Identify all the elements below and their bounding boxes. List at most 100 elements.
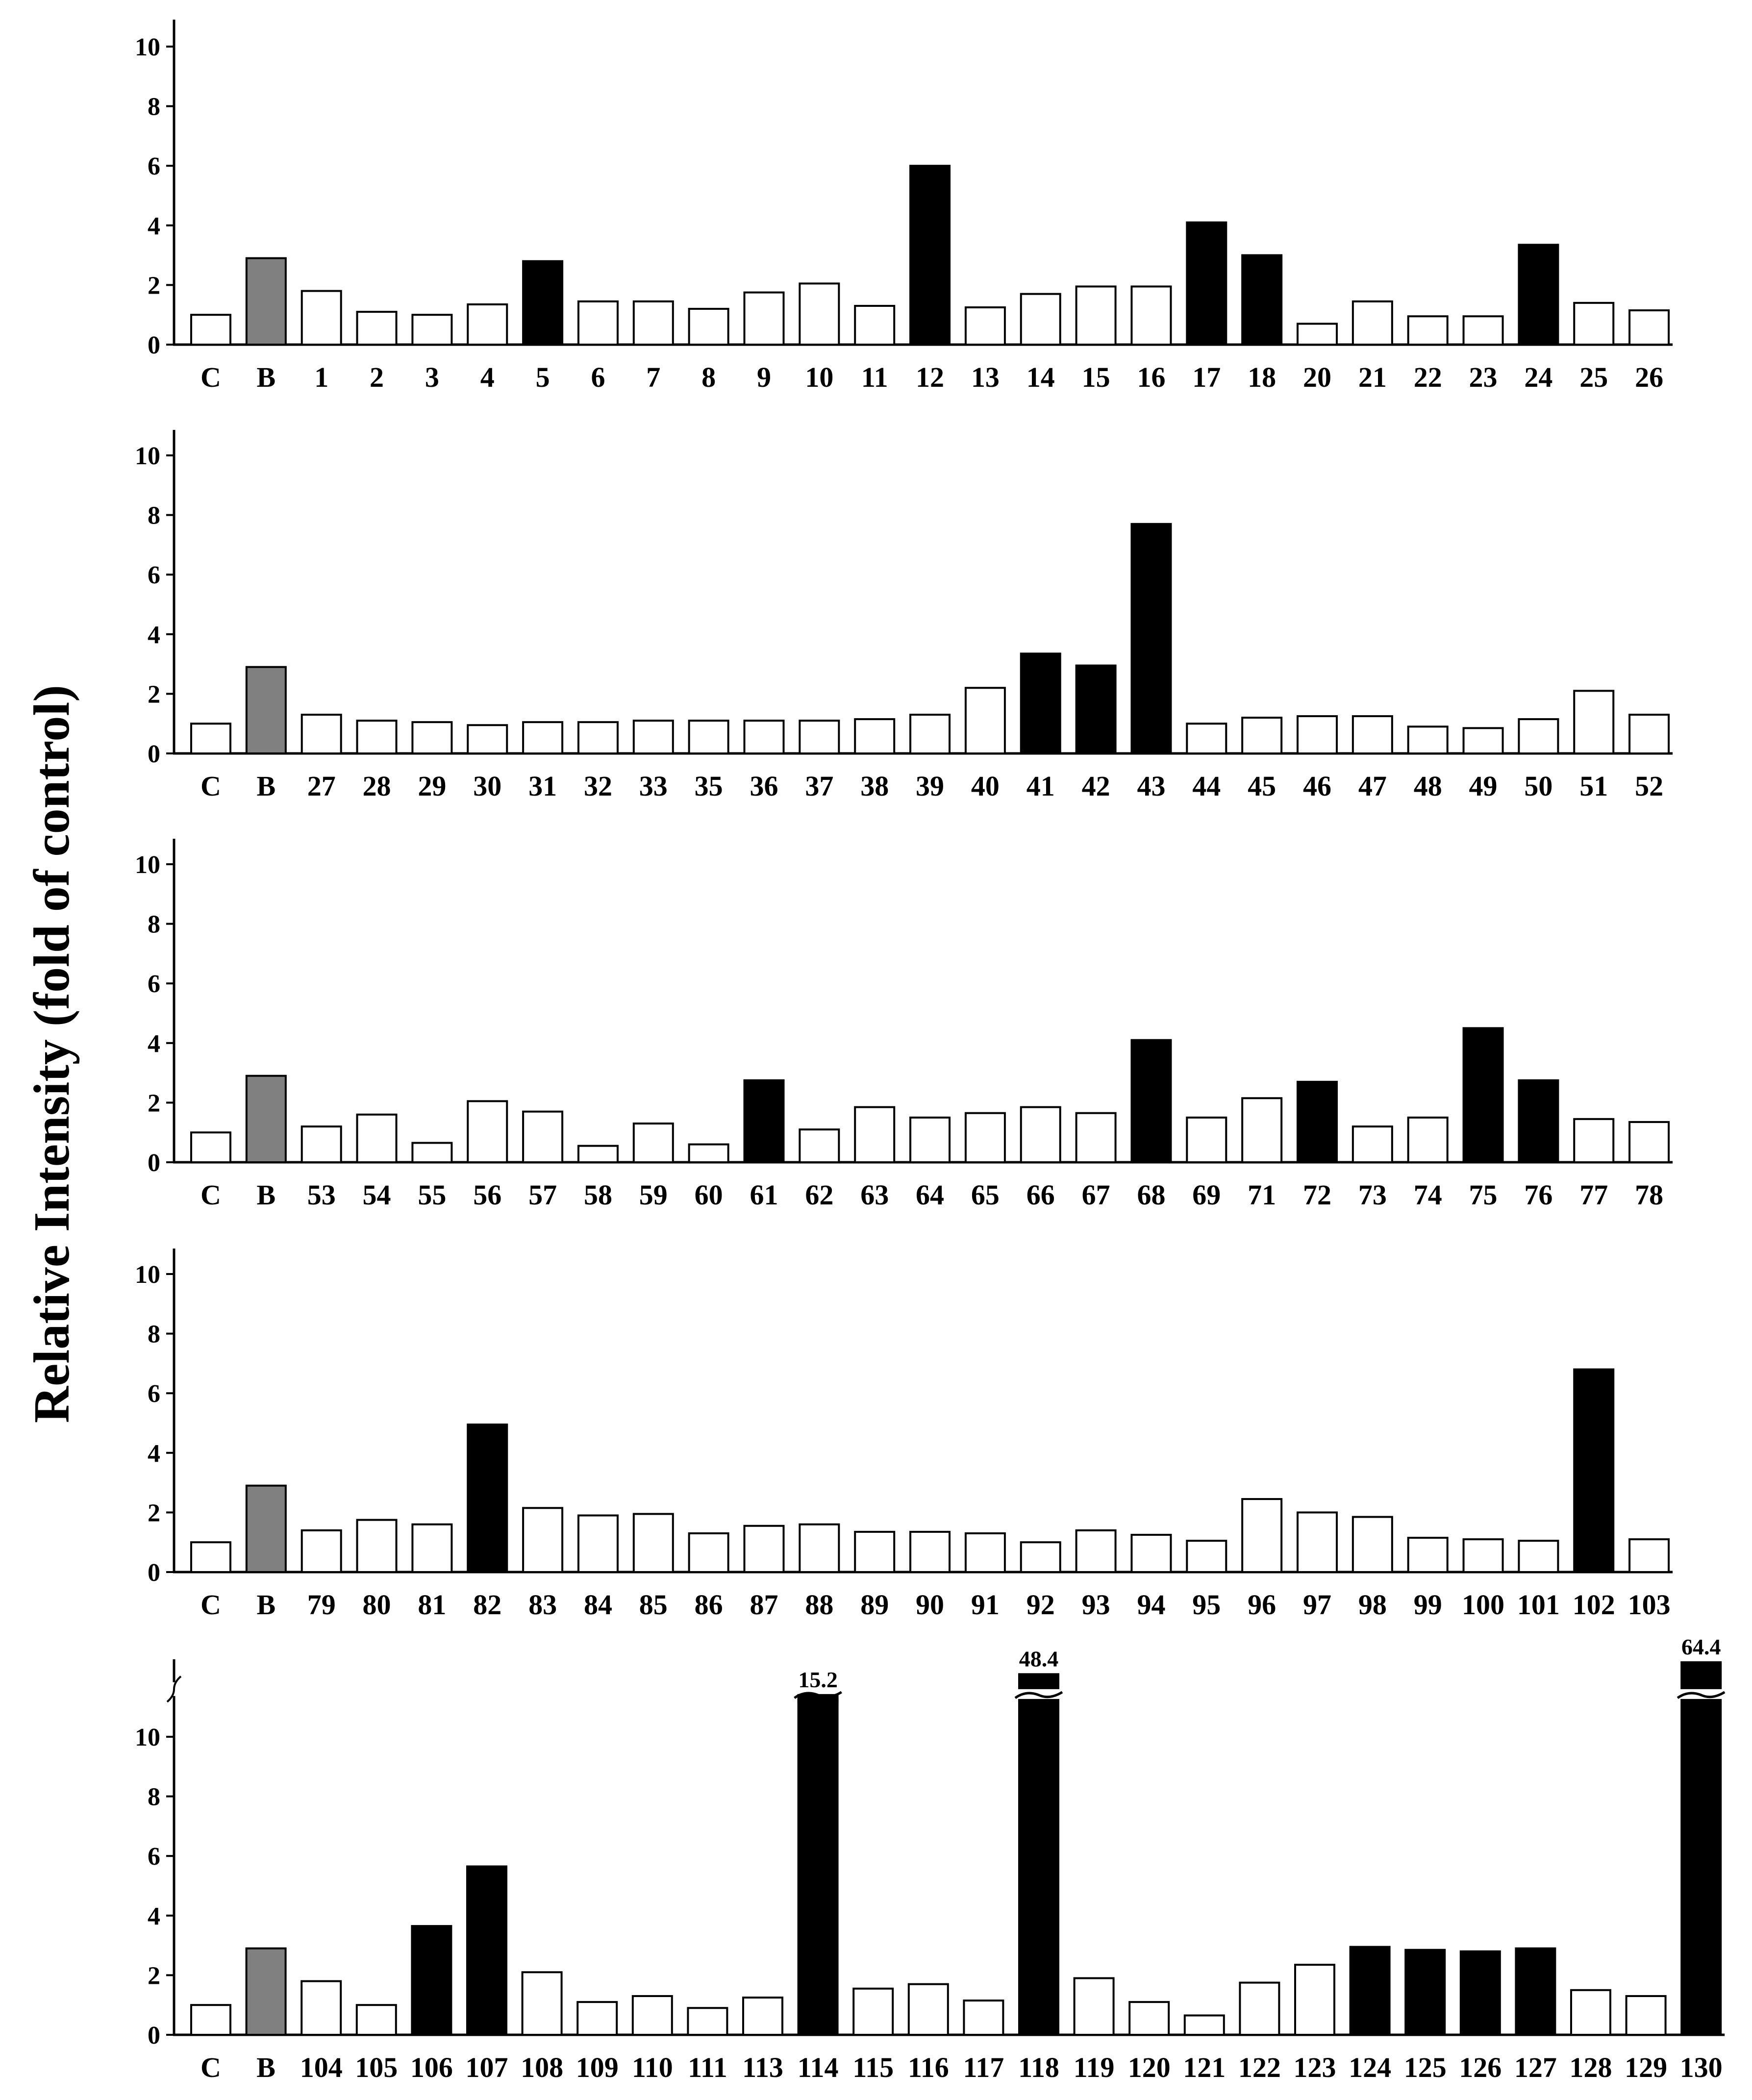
category-label: 33 <box>639 770 668 802</box>
category-label: 96 <box>1248 1589 1276 1621</box>
category-label: 18 <box>1248 361 1276 393</box>
category-label: 110 <box>632 2051 673 2083</box>
bar <box>411 1523 453 1573</box>
category-label: 73 <box>1358 1179 1387 1211</box>
bar <box>1573 1368 1615 1574</box>
y-tick-label: 2 <box>148 1499 160 1527</box>
bar <box>467 724 508 754</box>
category-label: 107 <box>466 2051 508 2083</box>
bar <box>1570 1989 1611 2036</box>
bar <box>1518 1079 1559 1164</box>
category-label: 90 <box>916 1589 944 1621</box>
category-label: 94 <box>1137 1589 1165 1621</box>
category-label: 59 <box>639 1179 668 1211</box>
category-label: 84 <box>584 1589 612 1621</box>
y-tick-label: 2 <box>148 680 160 708</box>
bar <box>1130 285 1172 346</box>
category-label: 119 <box>1074 2051 1115 2083</box>
bar <box>1186 1540 1227 1573</box>
y-tick-label: 0 <box>148 331 160 359</box>
bar <box>1297 1511 1338 1573</box>
bar <box>1462 315 1504 346</box>
category-label: 39 <box>916 770 944 802</box>
bar <box>1407 1116 1449 1164</box>
category-label: 58 <box>584 1179 612 1211</box>
category-label: 66 <box>1026 1179 1055 1211</box>
bar <box>1020 293 1061 346</box>
category-label: 83 <box>528 1589 557 1621</box>
bar <box>356 1519 398 1574</box>
category-label: 127 <box>1514 2051 1557 2083</box>
category-label: 72 <box>1303 1179 1331 1211</box>
category-label: 9 <box>757 361 771 393</box>
y-tick-label: 6 <box>148 1380 160 1408</box>
bar <box>1628 713 1670 754</box>
category-label: 128 <box>1570 2051 1612 2083</box>
bar <box>854 304 896 346</box>
bar <box>1075 1112 1117 1163</box>
bar <box>854 1530 896 1573</box>
category-label: 121 <box>1183 2051 1226 2083</box>
bar <box>799 720 840 754</box>
category-label: B <box>257 770 276 802</box>
bar <box>356 720 398 754</box>
category-label: 8 <box>701 361 716 393</box>
bar <box>1128 2001 1170 2036</box>
category-label: 124 <box>1349 2051 1391 2083</box>
category-label: 48 <box>1414 770 1442 802</box>
bar <box>632 1122 674 1163</box>
category-label: 81 <box>418 1589 446 1621</box>
category-label: 65 <box>971 1179 1000 1211</box>
category-label: 98 <box>1358 1589 1387 1621</box>
category-label: 5 <box>536 361 550 393</box>
bar <box>190 723 231 754</box>
bar <box>1352 715 1393 754</box>
y-tick-label: 0 <box>148 1149 160 1177</box>
category-label: 69 <box>1192 1179 1221 1211</box>
bar <box>411 314 453 346</box>
bar <box>909 713 951 754</box>
bar <box>1297 715 1338 754</box>
bar <box>522 260 564 346</box>
category-label: C <box>200 361 221 393</box>
category-label: 129 <box>1625 2051 1667 2083</box>
bar <box>467 1424 508 1574</box>
bar <box>688 720 729 754</box>
bar <box>1573 690 1615 754</box>
bar <box>963 2000 1004 2036</box>
y-tick-label: 0 <box>148 2022 160 2050</box>
bar <box>1462 1027 1504 1163</box>
bar <box>1020 1106 1061 1164</box>
bar <box>577 300 619 346</box>
bar <box>1020 1541 1061 1573</box>
category-label: 76 <box>1524 1179 1552 1211</box>
bar-top-segment <box>1680 1661 1722 1689</box>
bar <box>1407 725 1449 755</box>
category-label: 89 <box>860 1589 889 1621</box>
category-label: 26 <box>1635 361 1663 393</box>
category-label: 51 <box>1579 770 1608 802</box>
bar <box>799 1523 840 1573</box>
bar <box>467 303 508 346</box>
bar <box>1352 1516 1393 1574</box>
category-label: 10 <box>805 361 833 393</box>
bar <box>743 291 785 346</box>
category-label: 4 <box>480 361 495 393</box>
bar-break-mark <box>1677 1691 1726 1699</box>
bar <box>743 1525 785 1574</box>
category-label: 116 <box>908 2051 949 2083</box>
category-label: 87 <box>750 1589 778 1621</box>
y-tick-label: 2 <box>148 1962 160 1990</box>
bar <box>1518 1540 1559 1573</box>
bar <box>632 720 674 754</box>
y-tick-label: 10 <box>135 1261 160 1289</box>
bar <box>854 1106 896 1164</box>
category-label: C <box>200 2051 221 2083</box>
bar <box>909 165 951 346</box>
bar <box>467 1100 508 1164</box>
category-label: 122 <box>1238 2051 1281 2083</box>
category-label: 13 <box>971 361 1000 393</box>
category-label: 123 <box>1294 2051 1336 2083</box>
bar <box>300 713 342 754</box>
bar <box>632 1513 674 1573</box>
